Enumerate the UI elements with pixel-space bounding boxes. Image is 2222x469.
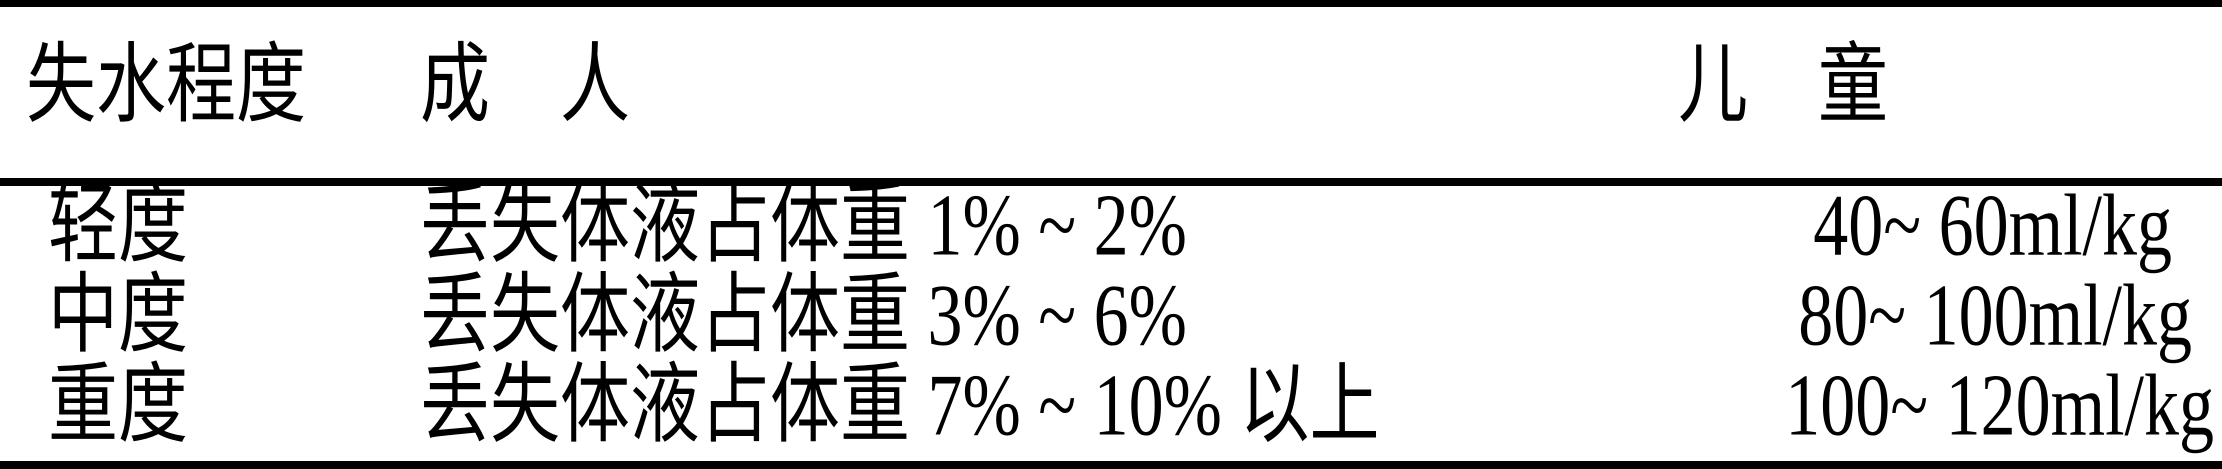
top-rule: [0, 0, 2222, 7]
row-child: 80~ 100ml/kg: [1798, 268, 2192, 365]
header-adult: 成 人: [420, 38, 630, 135]
header-dehydration-level: 失水程度: [26, 38, 306, 135]
header-rule: [0, 178, 2222, 186]
bottom-rule: [0, 461, 2222, 469]
row-adult: 丢失体液占体重 1% ~ 2%: [420, 178, 1187, 275]
row-child: 40~ 60ml/kg: [1813, 178, 2172, 275]
header-child: 儿 童: [1678, 38, 1888, 135]
row-adult: 丢失体液占体重 3% ~ 6%: [420, 268, 1187, 365]
row-child: 100~ 120ml/kg: [1785, 358, 2214, 455]
row-level: 轻度: [48, 178, 188, 275]
row-level: 中度: [48, 268, 188, 365]
row-adult: 丢失体液占体重 7% ~ 10% 以上: [420, 358, 1380, 455]
row-level: 重度: [48, 358, 188, 455]
